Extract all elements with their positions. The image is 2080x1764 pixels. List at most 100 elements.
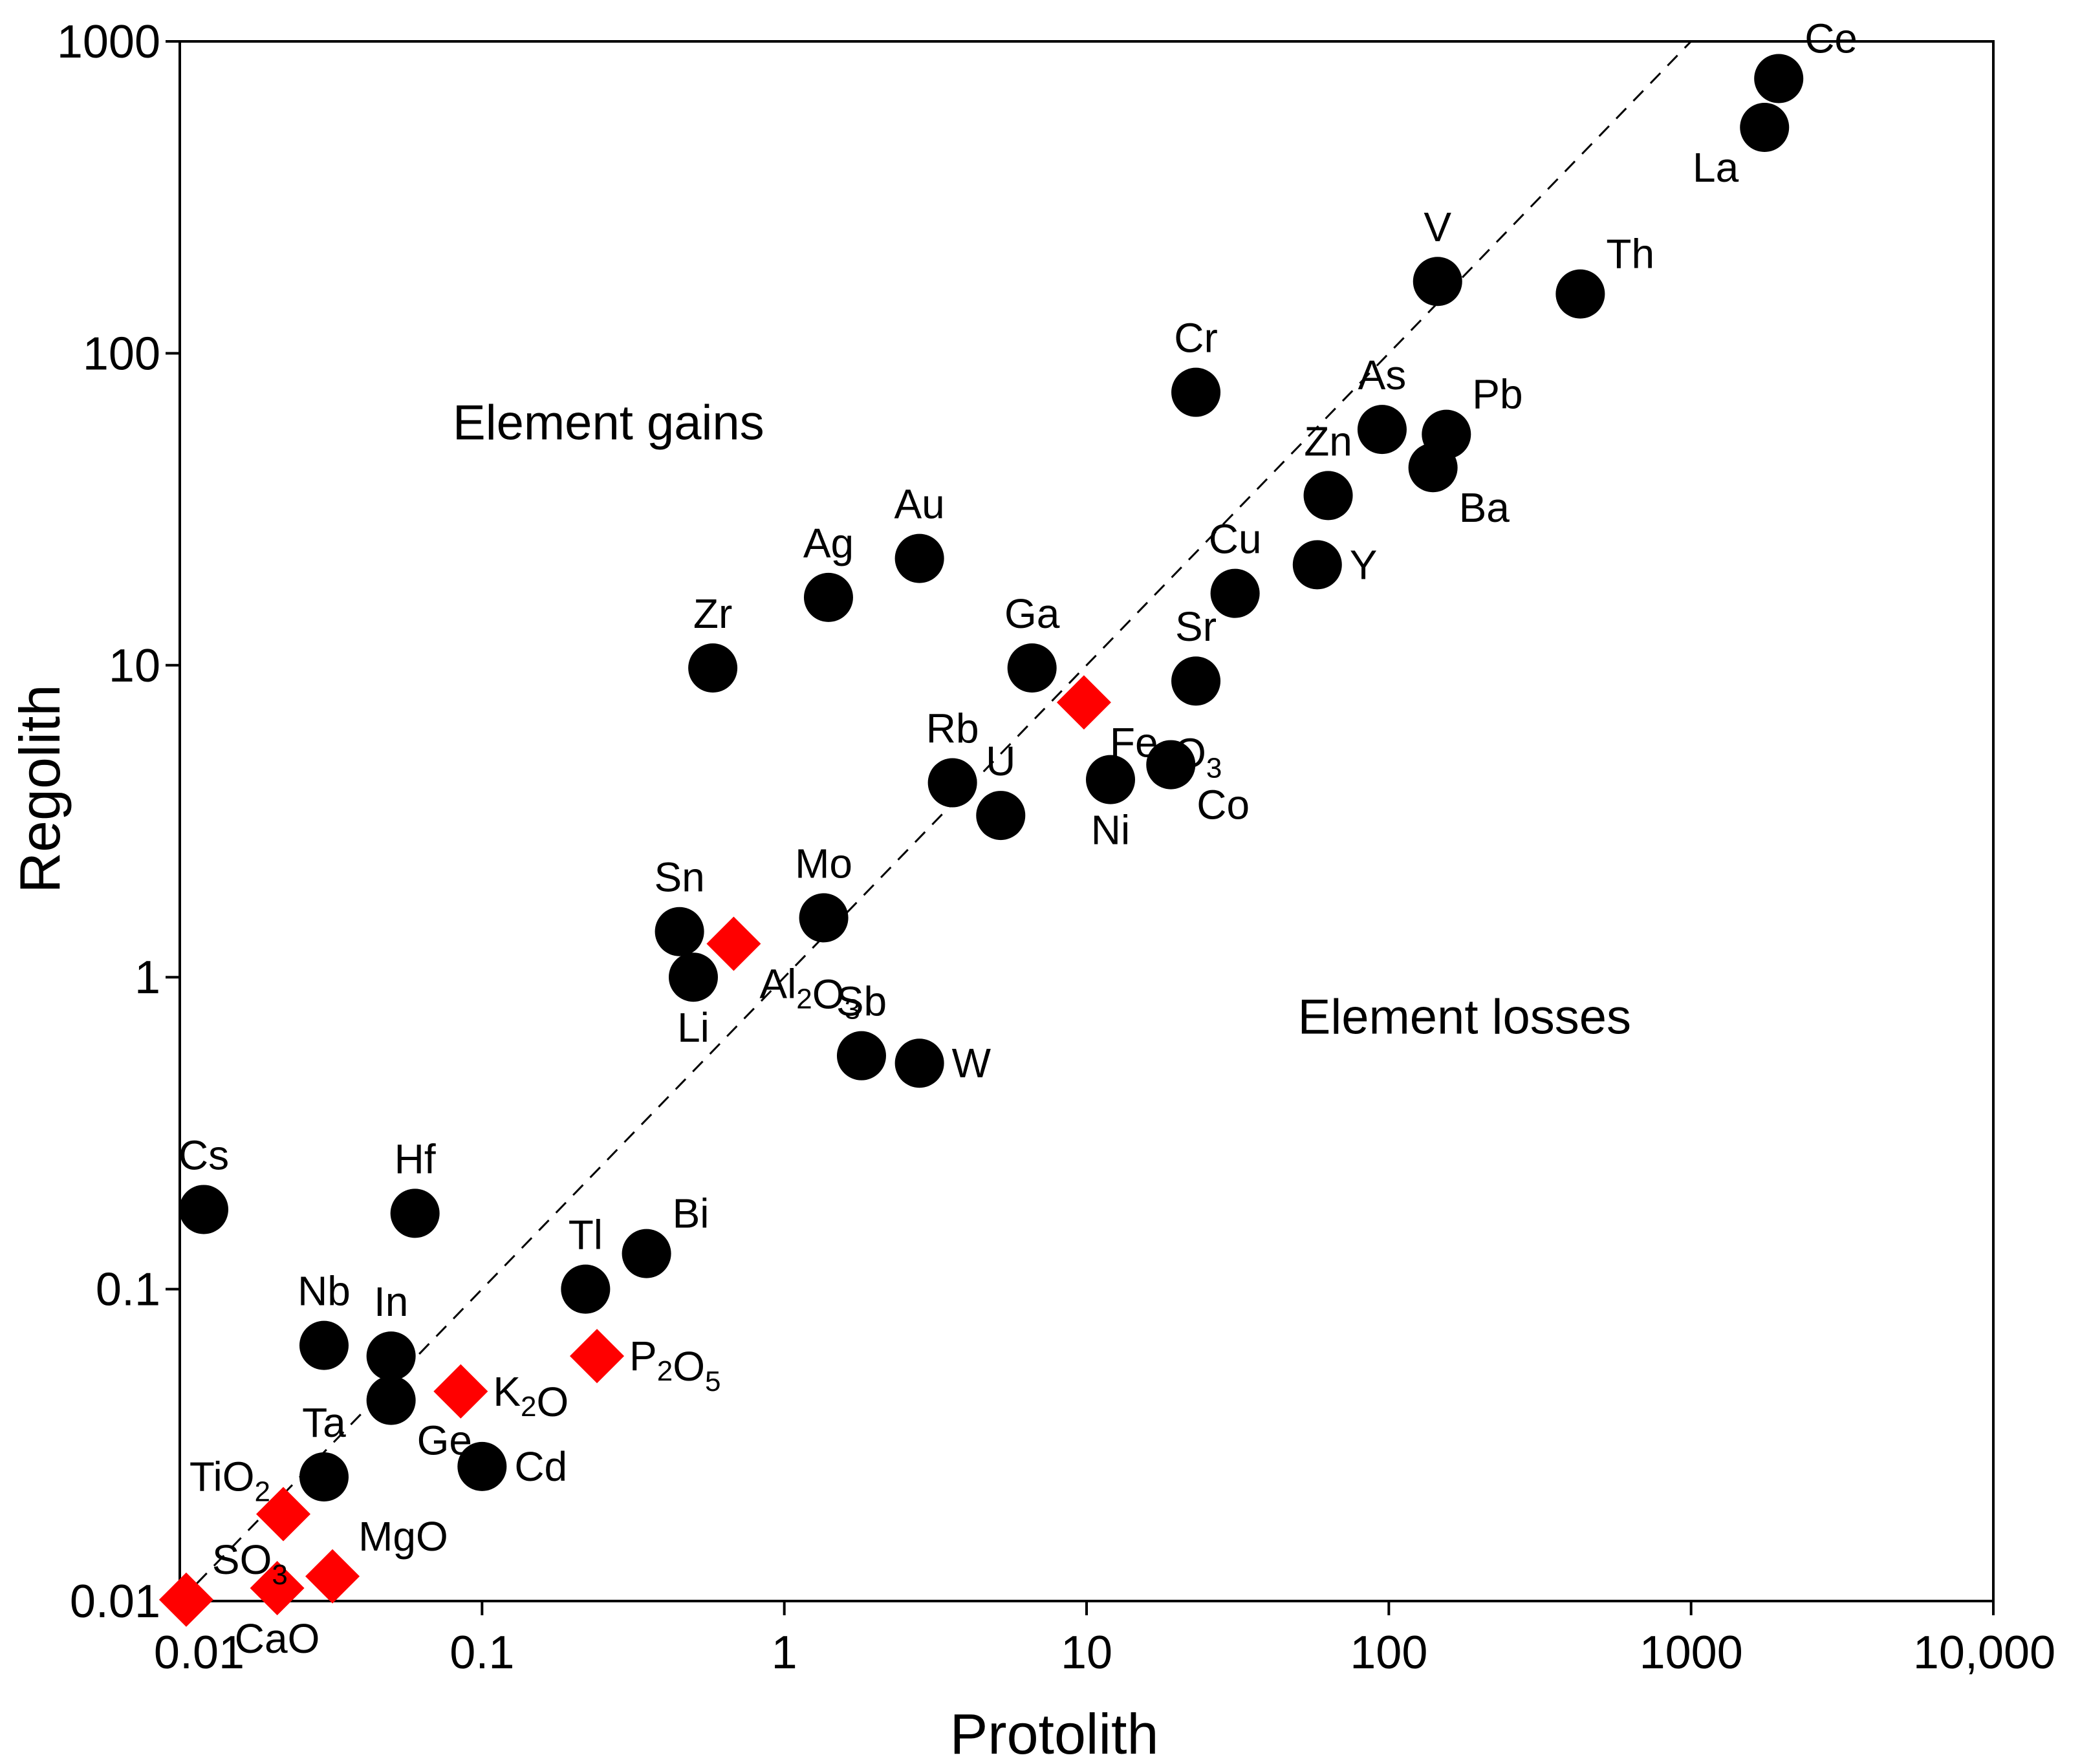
point-label-ge: Ge (417, 1417, 472, 1464)
y-axis-ticks: 0.01 0.1 1 10 100 1000 (57, 16, 180, 1628)
oxide-point-al2o3 (706, 916, 761, 971)
y-tick-label: 1000 (57, 16, 160, 68)
point-label-tio2: TiO2 (190, 1454, 270, 1508)
oxide-point-mgo (305, 1549, 360, 1604)
y-tick-label: 1 (135, 952, 160, 1004)
x-axis-title: Protolith (950, 1702, 1159, 1764)
element-point-sn (655, 907, 704, 956)
point-label-fe2o3: Fe2O3 (1110, 719, 1222, 784)
point-label-ba: Ba (1459, 484, 1510, 531)
x-axis-ticks: 0.01 0.1 1 10 100 1000 10,000 (154, 1601, 2055, 1679)
point-label-tl: Tl (569, 1212, 603, 1258)
element-point-ta (299, 1452, 349, 1502)
x-tick-label: 10 (1061, 1627, 1112, 1679)
oxide-point-tio2 (256, 1487, 311, 1542)
element-point-hf (390, 1189, 440, 1238)
element-point-mo (799, 893, 849, 943)
point-label-nb: Nb (298, 1268, 351, 1315)
element-point-zn (1303, 471, 1353, 521)
point-labels: Ce La V Th Cr As Pb Ba Zn Y Au Ag Cu Zr Ga Sr Co Rb Ni U Mo S… (179, 15, 1858, 1662)
element-point-ga (1007, 643, 1057, 693)
element-point-y (1292, 540, 1342, 590)
point-label-v: V (1424, 204, 1451, 250)
oxide-point-cao (250, 1561, 305, 1616)
element-point-zr (688, 643, 738, 693)
element-point-ni (1086, 755, 1136, 804)
point-label-k2o: K2O (493, 1368, 569, 1425)
y-axis-title: Regolith (8, 685, 72, 894)
element-point-sr (1171, 656, 1221, 706)
element-point-v (1413, 257, 1462, 307)
point-label-mgo: MgO (358, 1513, 448, 1560)
point-label-mo: Mo (795, 840, 852, 887)
point-label-al2o3: Al2O3 (759, 960, 860, 1025)
y-tick-label: 10 (109, 640, 160, 692)
point-label-zn: Zn (1304, 418, 1352, 464)
point-label-co: Co (1197, 782, 1250, 828)
point-label-y: Y (1350, 541, 1378, 588)
element-point-co (1146, 740, 1196, 790)
point-label-th: Th (1606, 231, 1654, 277)
element-point-ce (1754, 54, 1804, 103)
x-tick-label: 10,000 (1913, 1627, 2055, 1679)
point-label-w: W (952, 1040, 991, 1086)
point-label-bi: Bi (673, 1190, 710, 1237)
region-label-gains: Element gains (453, 395, 764, 450)
element-point-cr (1171, 367, 1221, 417)
element-point-th (1555, 269, 1605, 319)
point-label-in: In (374, 1278, 408, 1325)
point-label-ta: Ta (302, 1399, 346, 1446)
point-label-la: La (1693, 144, 1739, 191)
data-points (158, 54, 1804, 1627)
oxide-point-k2o (433, 1364, 488, 1419)
point-label-pb: Pb (1472, 371, 1522, 418)
element-point-u (976, 791, 1026, 841)
point-label-as: As (1358, 352, 1407, 398)
x-tick-label: 100 (1350, 1627, 1427, 1679)
element-point-ag (803, 572, 853, 622)
y-tick-label: 100 (83, 328, 160, 380)
element-point-as (1357, 405, 1407, 455)
plot-area-frame (179, 40, 1995, 1602)
point-label-so3: SO3 (212, 1536, 288, 1591)
y-tick-label: 0.01 (70, 1576, 160, 1628)
point-label-ce: Ce (1804, 15, 1858, 61)
x-tick-label: 0.1 (450, 1627, 514, 1679)
point-label-u: U (986, 738, 1015, 784)
point-label-ni: Ni (1091, 807, 1130, 854)
point-label-sr: Sr (1175, 603, 1217, 650)
point-label-zr: Zr (693, 590, 732, 637)
point-label-au: Au (894, 481, 944, 528)
one-to-one-reference-line (179, 40, 1692, 1602)
oxide-point-p2o5 (570, 1329, 625, 1384)
point-label-p2o5: P2O5 (629, 1333, 720, 1397)
point-label-cr: Cr (1174, 315, 1218, 361)
element-point-ba (1408, 443, 1458, 493)
element-point-cs (179, 1185, 229, 1234)
point-label-sb: Sb (836, 978, 887, 1025)
element-point-cu (1210, 568, 1260, 618)
point-label-ag: Ag (803, 520, 854, 566)
point-label-cs: Cs (179, 1132, 229, 1178)
element-point-bi (622, 1229, 671, 1278)
element-point-rb (927, 758, 977, 808)
element-point-sb (836, 1031, 886, 1081)
point-label-cu: Cu (1209, 516, 1262, 563)
oxide-point-fe2o3 (1056, 675, 1111, 730)
element-point-cd (457, 1441, 507, 1491)
x-tick-label: 0.01 (154, 1627, 244, 1679)
y-tick-label: 0.1 (96, 1264, 160, 1316)
point-label-rb: Rb (926, 705, 979, 752)
point-label-sn: Sn (654, 854, 704, 901)
x-tick-label: 1000 (1640, 1627, 1743, 1679)
oxide-point-so3 (158, 1572, 213, 1627)
element-point-au (894, 533, 944, 583)
element-point-ge (366, 1375, 416, 1425)
point-label-cd: Cd (514, 1443, 567, 1490)
element-point-w (894, 1038, 944, 1088)
element-point-nb (299, 1320, 349, 1370)
element-point-tl (561, 1264, 611, 1314)
element-point-in (366, 1331, 416, 1381)
element-point-li (668, 952, 718, 1002)
